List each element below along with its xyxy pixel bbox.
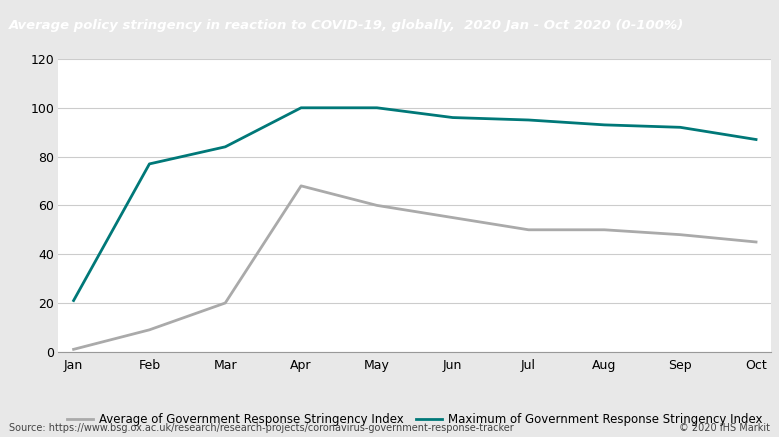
Text: © 2020 IHS Markit: © 2020 IHS Markit [679, 423, 770, 433]
Text: Average policy stringency in reaction to COVID-19, globally,  2020 Jan - Oct 202: Average policy stringency in reaction to… [9, 20, 685, 32]
Text: Source: https://www.bsg.ox.ac.uk/research/research-projects/coronavirus-governme: Source: https://www.bsg.ox.ac.uk/researc… [9, 423, 514, 433]
Legend: Average of Government Response Stringency Index, Maximum of Government Response : Average of Government Response Stringenc… [62, 408, 767, 431]
